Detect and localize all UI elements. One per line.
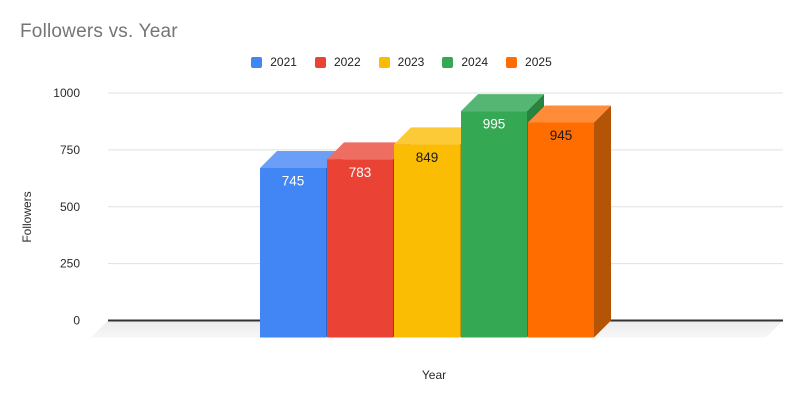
legend-label: 2024: [461, 55, 489, 69]
bar-front-face: [461, 111, 527, 338]
y-axis-title: Followers: [20, 191, 34, 243]
legend-label: 2025: [525, 55, 552, 69]
bar-2021[interactable]: 745: [260, 151, 343, 338]
bar-top-face: [260, 151, 343, 169]
y-tick-label: 500: [60, 200, 80, 214]
y-tick-label: 750: [60, 143, 80, 157]
bar-top-face: [528, 105, 611, 123]
bar-top-face: [461, 94, 544, 112]
y-tick-label: 0: [73, 314, 80, 328]
bar-value-label: 745: [282, 174, 305, 189]
legend-item-2024[interactable]: 2024: [442, 56, 488, 68]
bar-front-face: [528, 122, 594, 338]
legend-item-2023[interactable]: 2023: [378, 55, 425, 69]
legend-swatch-icon: [506, 56, 518, 68]
bar-value-label: 849: [416, 150, 439, 165]
bar-top-face: [394, 127, 477, 145]
bar-side-face: [594, 105, 611, 338]
bar-front-face: [327, 159, 393, 338]
legend-label: 2021: [270, 55, 297, 69]
y-tick-label: 1000: [53, 86, 80, 100]
bar-top-face: [327, 142, 410, 160]
legend-swatch-icon: [378, 56, 390, 68]
legend-item-2025[interactable]: 2025: [506, 56, 552, 68]
legend-item-2022[interactable]: 2022: [314, 55, 361, 69]
legend-label: 2022: [333, 55, 361, 69]
bar-value-label: 783: [349, 165, 372, 180]
bar-front-face: [394, 144, 460, 338]
bar-value-label: 945: [550, 128, 573, 143]
legend-swatch-icon: [251, 56, 263, 68]
bar-value-label: 995: [483, 117, 506, 132]
legend-swatch-icon: [442, 56, 454, 68]
chart-title: Followers vs. Year: [20, 21, 178, 42]
legend-label: 2023: [397, 55, 425, 69]
legend-item-2021[interactable]: 2021: [251, 56, 297, 68]
y-tick-label: 250: [60, 257, 80, 271]
bar-front-face: [260, 168, 326, 338]
legend-swatch-icon: [314, 56, 326, 68]
legend: 2021 2022 2023 2024 2025: [0, 54, 803, 70]
bar-2025[interactable]: 945: [528, 105, 611, 338]
x-axis-title: Year: [421, 368, 447, 382]
